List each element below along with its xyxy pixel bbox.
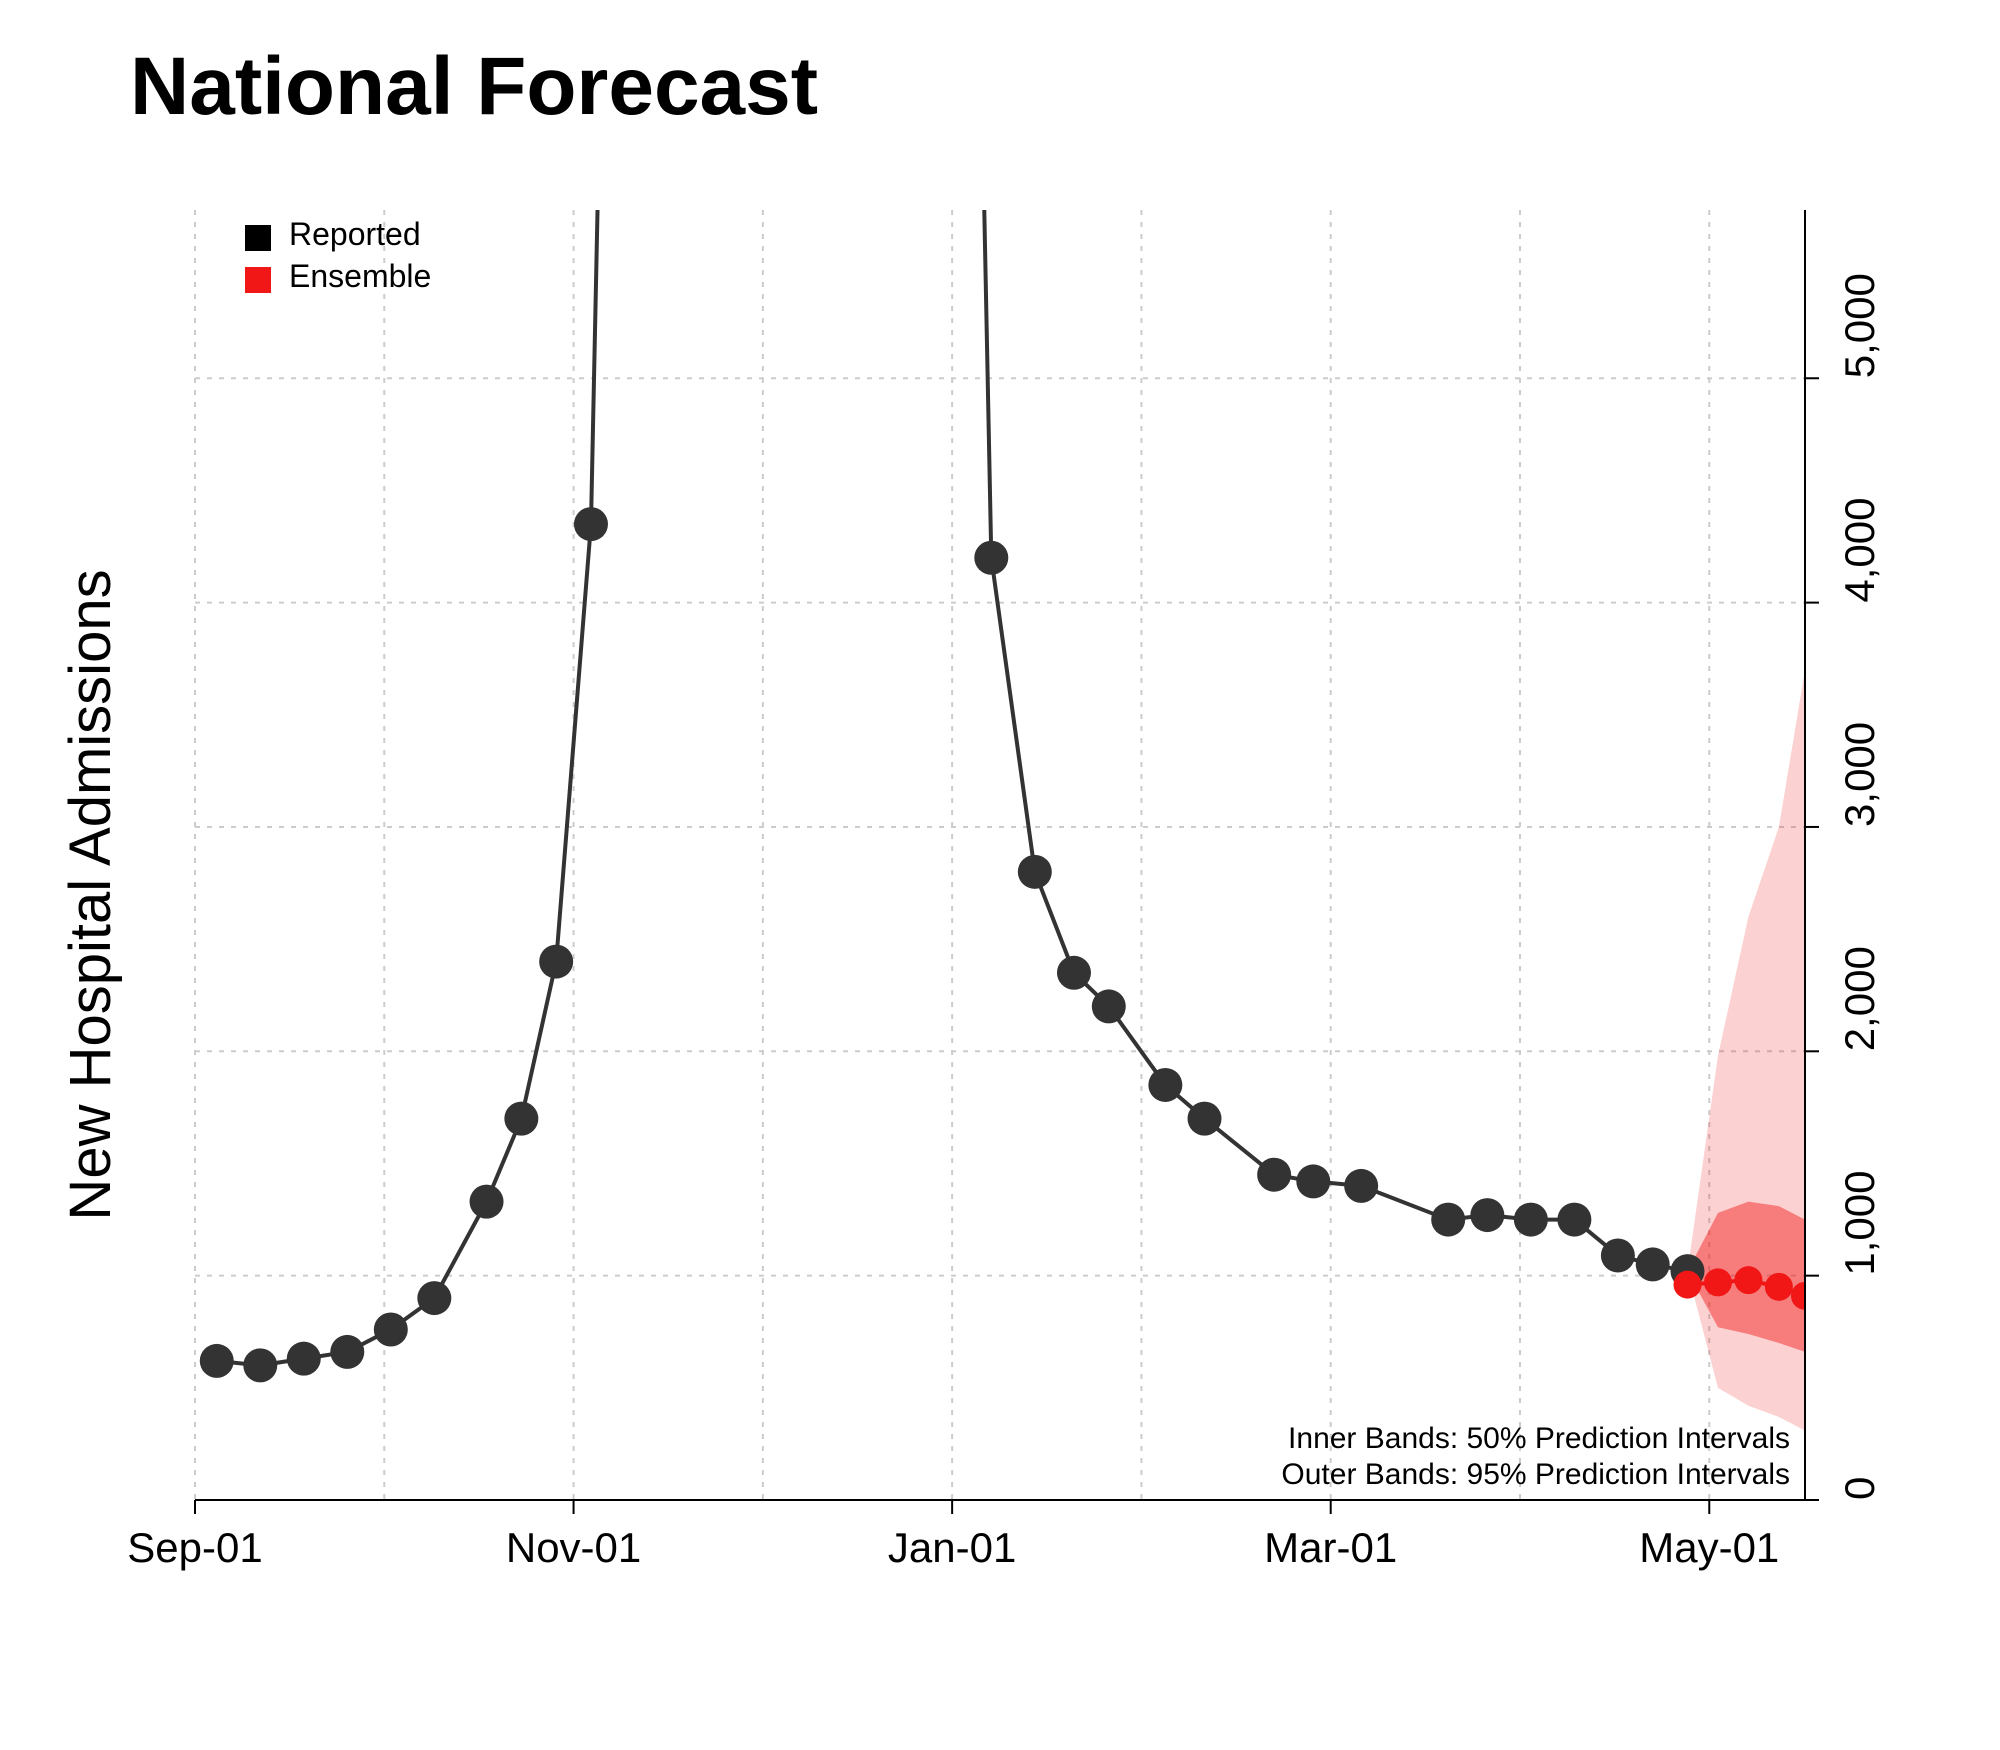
- legend-swatch: [245, 267, 271, 293]
- reported-point: [470, 1185, 504, 1219]
- reported-point: [1601, 1238, 1635, 1272]
- reported-point: [200, 1344, 234, 1378]
- y-tick-label: 2,000: [1836, 946, 1883, 1051]
- reported-point: [1344, 1169, 1378, 1203]
- reported-point: [574, 507, 608, 541]
- annotation-inner-bands: Inner Bands: 50% Prediction Intervals: [1288, 1422, 1790, 1455]
- y-tick-label: 0: [1836, 1477, 1883, 1500]
- x-tick-label: Nov-01: [506, 1524, 641, 1571]
- forecast-chart: Sep-01 Nov-01 Jan-01 Mar-01 May-01 0 1,000 2,00…: [0, 0, 2000, 1750]
- chart-title: National Forecast: [130, 40, 818, 134]
- reported-point: [1018, 855, 1052, 889]
- y-tick-label: 3,000: [1836, 722, 1883, 827]
- reported-point: [1296, 1164, 1330, 1198]
- x-tick-label: Mar-01: [1264, 1524, 1397, 1571]
- reported-point: [1557, 1203, 1591, 1237]
- reported-point: [1470, 1198, 1504, 1232]
- reported-point: [1514, 1203, 1548, 1237]
- annotation-outer-bands: Outer Bands: 95% Prediction Intervals: [1281, 1458, 1790, 1491]
- legend-swatch: [245, 225, 271, 251]
- reported-point: [974, 541, 1008, 575]
- y-tick-label: 1,000: [1836, 1171, 1883, 1276]
- legend-label: Ensemble: [289, 258, 431, 294]
- reported-point: [504, 1102, 538, 1136]
- reported-point: [1636, 1247, 1670, 1281]
- reported-point: [243, 1348, 277, 1382]
- y-tick-label: 4,000: [1836, 497, 1883, 602]
- y-tick-label: 5,000: [1836, 273, 1883, 378]
- ensemble-point: [1734, 1266, 1762, 1294]
- reported-point: [1148, 1068, 1182, 1102]
- reported-point: [1057, 956, 1091, 990]
- reported-point: [417, 1281, 451, 1315]
- reported-point: [287, 1342, 321, 1376]
- ensemble-point: [1765, 1273, 1793, 1301]
- reported-point: [330, 1335, 364, 1369]
- x-tick-label: May-01: [1639, 1524, 1779, 1571]
- ensemble-point: [1674, 1271, 1702, 1299]
- reported-point: [539, 945, 573, 979]
- legend-label: Reported: [289, 216, 421, 252]
- y-axis-label: New Hospital Admissions: [58, 569, 123, 1220]
- reported-point: [1188, 1102, 1222, 1136]
- reported-point: [1092, 989, 1126, 1023]
- ensemble-point: [1704, 1268, 1732, 1296]
- x-tick-label: Jan-01: [888, 1524, 1016, 1571]
- reported-point: [1257, 1158, 1291, 1192]
- reported-point: [374, 1312, 408, 1346]
- x-tick-label: Sep-01: [127, 1524, 262, 1571]
- reported-point: [1431, 1203, 1465, 1237]
